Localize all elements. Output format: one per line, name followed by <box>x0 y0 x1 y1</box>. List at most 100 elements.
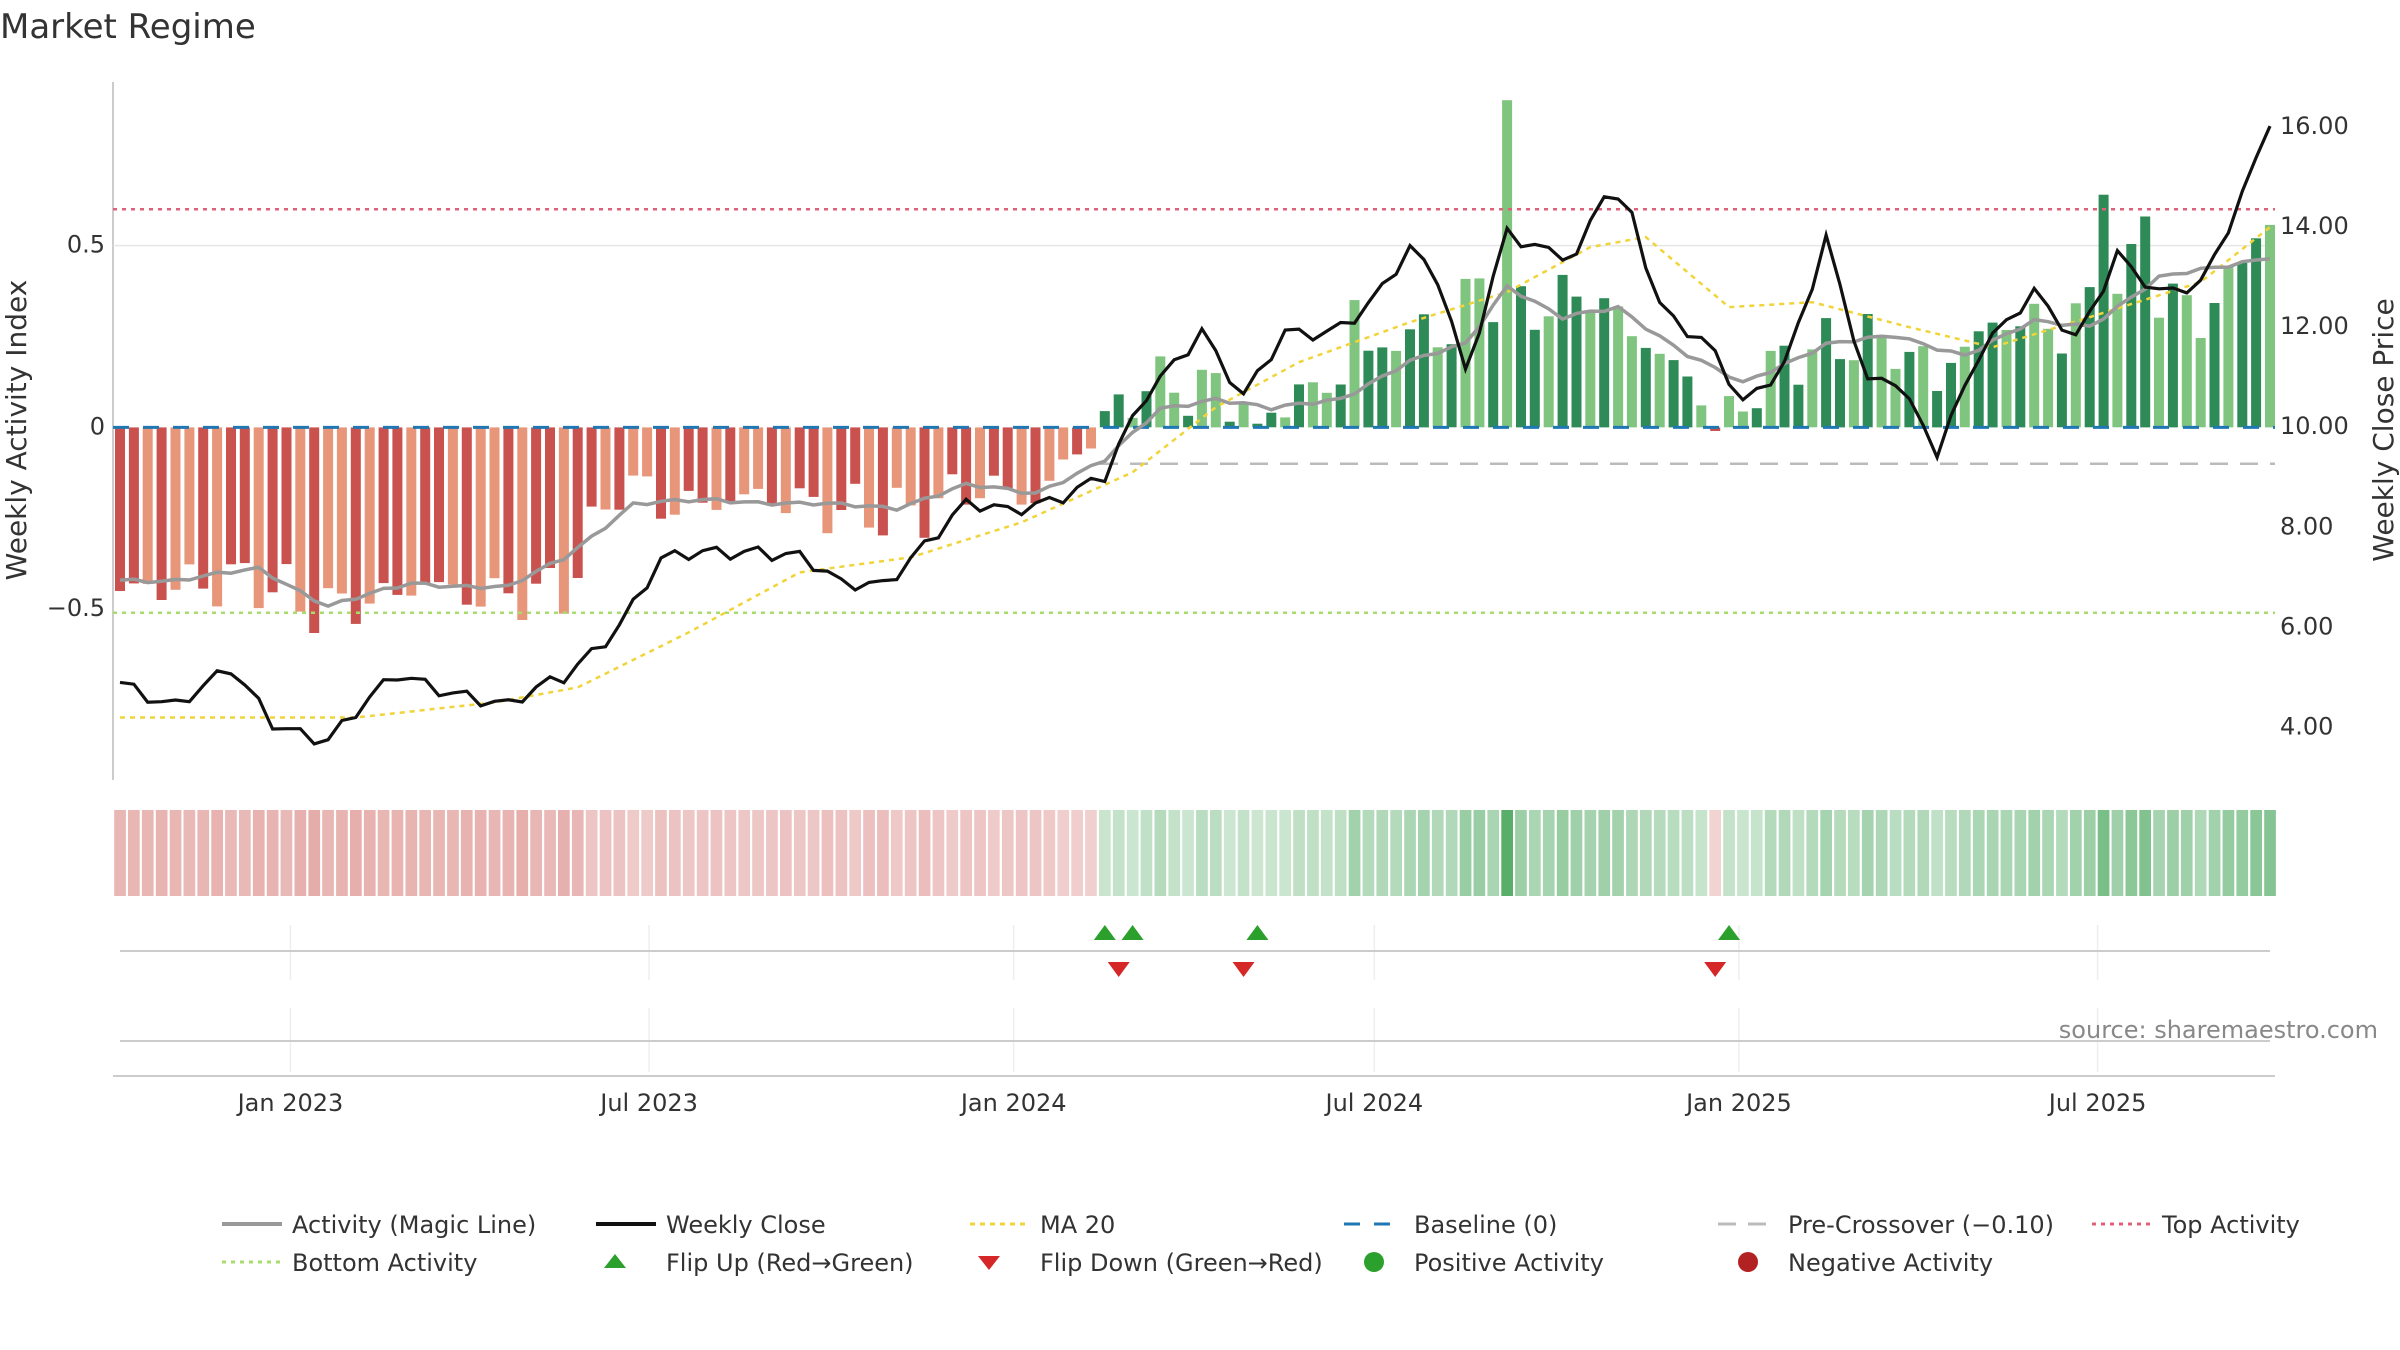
activity-bar <box>614 427 625 510</box>
negative-dot-icon <box>1738 1252 1758 1272</box>
heat-strip-cell <box>1015 810 1028 896</box>
activity-bar <box>1155 356 1166 428</box>
y-left-tick-label: 0.5 <box>67 231 105 259</box>
heat-strip-cell <box>1931 810 1943 896</box>
x-tick-label: Jan 2025 <box>1684 1089 1792 1117</box>
activity-bar <box>2265 224 2275 428</box>
heat-strip-cell <box>1182 810 1194 896</box>
activity-bar <box>1710 427 1721 431</box>
heat-strip-cell <box>877 810 889 896</box>
heat-strip-cell <box>1861 810 1874 896</box>
heat-strip-cell <box>447 810 459 896</box>
heat-strip-cell <box>1473 810 1486 896</box>
legend-label: Baseline (0) <box>1414 1211 1557 1239</box>
activity-bar <box>2043 328 2054 428</box>
heat-strip-cell <box>918 810 931 896</box>
heat-strip-cell <box>1099 810 1111 896</box>
activity-bar <box>253 427 264 609</box>
heat-strip-cell <box>946 810 959 896</box>
activity-bar <box>281 427 292 565</box>
activity-bar <box>2195 338 2206 428</box>
heat-strip-cell <box>474 810 487 896</box>
y-right-tick-label: 6.00 <box>2280 612 2333 640</box>
activity-bar <box>364 427 375 604</box>
activity-bar <box>1626 336 1637 428</box>
activity-bar <box>1099 411 1110 428</box>
heat-strip-cell <box>2153 810 2165 896</box>
heat-strip-cell <box>1043 810 1056 896</box>
activity-bar <box>558 427 569 614</box>
activity-bar <box>850 427 861 484</box>
heat-strip-cell <box>890 810 903 896</box>
x-tick-label: Jul 2024 <box>1323 1089 1423 1117</box>
heat-strip-cell <box>863 810 875 896</box>
activity-bar <box>836 427 847 510</box>
activity-bar <box>1460 278 1471 428</box>
heat-strip-cell <box>1362 810 1375 896</box>
activity-bar <box>1516 286 1526 428</box>
heat-strip-cell <box>752 810 764 896</box>
heat-strip-cell <box>1418 810 1430 896</box>
activity-bar <box>1751 408 1762 428</box>
positive-dot-icon <box>1364 1252 1384 1272</box>
heat-strip-cell <box>336 810 348 896</box>
heat-strip-cell <box>183 810 196 896</box>
activity-bar <box>780 427 791 514</box>
heat-strip-cell <box>1431 810 1444 896</box>
activity-bar <box>350 427 361 624</box>
x-tick-label: Jan 2024 <box>959 1089 1067 1117</box>
legend-label: Flip Down (Green→Red) <box>1040 1249 1323 1277</box>
heat-strip-cell <box>780 810 792 896</box>
heat-strip-cell <box>1237 810 1250 896</box>
activity-bar <box>239 427 250 564</box>
y-right-tick-label: 10.00 <box>2280 412 2349 440</box>
heat-strip-cell <box>1972 810 1985 896</box>
activity-bar <box>1210 373 1221 428</box>
activity-bar <box>2015 326 2026 428</box>
heat-strip-cell <box>1792 810 1805 896</box>
activity-bar <box>1779 345 1790 428</box>
activity-bar <box>475 427 486 607</box>
heat-strip-cell <box>1640 810 1652 896</box>
activity-bar <box>1405 329 1415 428</box>
activity-bar <box>586 427 597 507</box>
heat-strip-cell <box>1737 810 1749 896</box>
activity-bar <box>877 427 888 536</box>
heat-strip-cell <box>2264 810 2276 896</box>
heat-strip-cell <box>1501 810 1513 896</box>
heat-strip-cell <box>2014 810 2027 896</box>
heat-strip-cell <box>1945 810 1957 896</box>
y-right-tick-label: 8.00 <box>2280 512 2333 540</box>
legend-item-ma20: MA 20 <box>970 1211 1115 1239</box>
activity-bar <box>711 427 722 510</box>
y-right-axis-label: Weekly Close Price <box>2367 298 2400 561</box>
heat-strip-cell <box>1348 810 1361 896</box>
heat-strip-cell <box>1057 810 1070 896</box>
activity-bar <box>1613 306 1624 428</box>
y-right-tick-label: 14.00 <box>2280 212 2349 240</box>
activity-bar <box>1946 362 1956 428</box>
activity-bar <box>1973 331 1984 428</box>
heat-strip-cell <box>627 810 640 896</box>
activity-bar <box>1086 427 1096 449</box>
heat-strip-cell <box>197 810 210 896</box>
heat-strip-cell <box>1140 810 1153 896</box>
flip-down-icon <box>978 1256 1000 1270</box>
heat-strip-cell <box>1986 810 1999 896</box>
legend-item-flip-down: Flip Down (Green→Red) <box>978 1249 1323 1277</box>
legend-label: Weekly Close <box>666 1211 826 1239</box>
activity-bar <box>628 427 639 476</box>
heat-strip-cell <box>2208 810 2221 896</box>
activity-bar <box>1737 411 1748 428</box>
heat-strip-cell <box>488 810 501 896</box>
activity-bar <box>1724 396 1734 428</box>
activity-bar <box>1474 278 1485 428</box>
heat-strip-cell <box>932 810 945 896</box>
activity-bar <box>600 427 611 510</box>
activity-bar <box>1502 100 1513 428</box>
activity-bar <box>1238 402 1249 428</box>
legend: Activity (Magic Line) Weekly Close MA 20… <box>222 1211 2300 1277</box>
activity-bar <box>864 427 874 528</box>
activity-bar <box>669 427 680 515</box>
heat-strip-cell <box>1695 810 1708 896</box>
